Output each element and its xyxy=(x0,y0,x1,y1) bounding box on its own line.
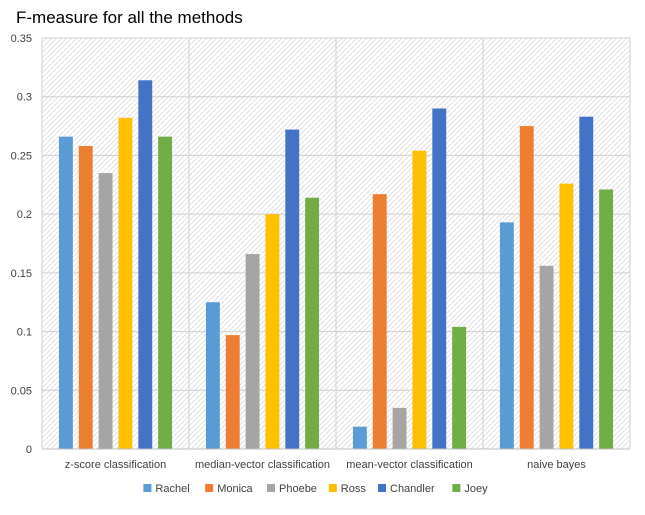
legend-item-ross: Ross xyxy=(328,483,367,495)
legend-label: Rachel xyxy=(155,483,189,495)
y-tick-label: 0.1 xyxy=(17,327,32,339)
y-tick-label: 0.35 xyxy=(11,33,32,45)
legend-swatch xyxy=(143,484,152,492)
bar-phoebe-3 xyxy=(392,407,407,449)
bar-monica-2 xyxy=(225,335,240,449)
bar-ross-2 xyxy=(265,214,280,449)
legend-label: Monica xyxy=(217,483,253,495)
legend-label: Ross xyxy=(341,483,367,495)
y-tick-label: 0.3 xyxy=(17,92,32,104)
legend: Rachel Monica Phoebe Ross Chandler Joey xyxy=(143,483,488,495)
bar-joey-2 xyxy=(305,197,320,449)
bar-chandler-4 xyxy=(579,116,594,450)
legend-item-joey: Joey xyxy=(452,483,488,495)
plot-area: 0 0.05 0.1 0.15 0.2 0.25 0.3 0.35 z-score classi… xyxy=(11,33,631,471)
bar-rachel-1 xyxy=(58,136,73,449)
bar-phoebe-1 xyxy=(98,173,113,450)
legend-swatch xyxy=(267,484,275,492)
y-tick-label: 0.25 xyxy=(11,150,32,162)
bar-phoebe-4 xyxy=(539,265,554,449)
x-tick-label: median-vector classification xyxy=(195,459,330,471)
legend-label: Joey xyxy=(464,483,488,495)
y-tick-label: 0.15 xyxy=(11,268,32,280)
y-tick-label: 0 xyxy=(26,444,32,456)
bar-ross-4 xyxy=(559,183,574,449)
bar-ross-3 xyxy=(412,150,427,449)
legend-swatch xyxy=(378,484,386,492)
bar-phoebe-2 xyxy=(245,254,260,449)
bar-joey-4 xyxy=(599,189,614,450)
bar-chandler-2 xyxy=(285,129,300,449)
bar-ross-1 xyxy=(118,117,133,449)
chart-title: F-measure for all the methods xyxy=(16,8,243,27)
bar-rachel-2 xyxy=(205,302,220,449)
bar-joey-3 xyxy=(452,326,467,449)
bar-joey-1 xyxy=(158,136,173,449)
legend-swatch xyxy=(452,484,461,492)
y-tick-label: 0.05 xyxy=(11,385,32,397)
bar-monica-1 xyxy=(78,146,93,449)
legend-item-phoebe: Phoebe xyxy=(267,483,317,495)
bar-rachel-4 xyxy=(499,222,514,449)
bar-chandler-3 xyxy=(432,108,447,449)
legend-swatch xyxy=(328,484,337,492)
legend-label: Phoebe xyxy=(279,483,317,495)
x-tick-label: z-score classification xyxy=(65,459,166,471)
bar-rachel-3 xyxy=(352,426,367,449)
y-tick-label: 0.2 xyxy=(17,209,32,221)
x-tick-label: mean-vector classification xyxy=(346,459,473,471)
bar-monica-4 xyxy=(519,126,534,450)
legend-item-chandler: Chandler xyxy=(378,483,435,495)
legend-item-rachel: Rachel xyxy=(143,483,190,495)
legend-item-monica: Monica xyxy=(205,483,254,495)
legend-swatch xyxy=(205,484,214,492)
bar-chandler-1 xyxy=(138,80,153,449)
x-tick-label: naive bayes xyxy=(527,459,586,471)
bar-monica-3 xyxy=(372,194,387,449)
legend-label: Chandler xyxy=(390,483,435,495)
